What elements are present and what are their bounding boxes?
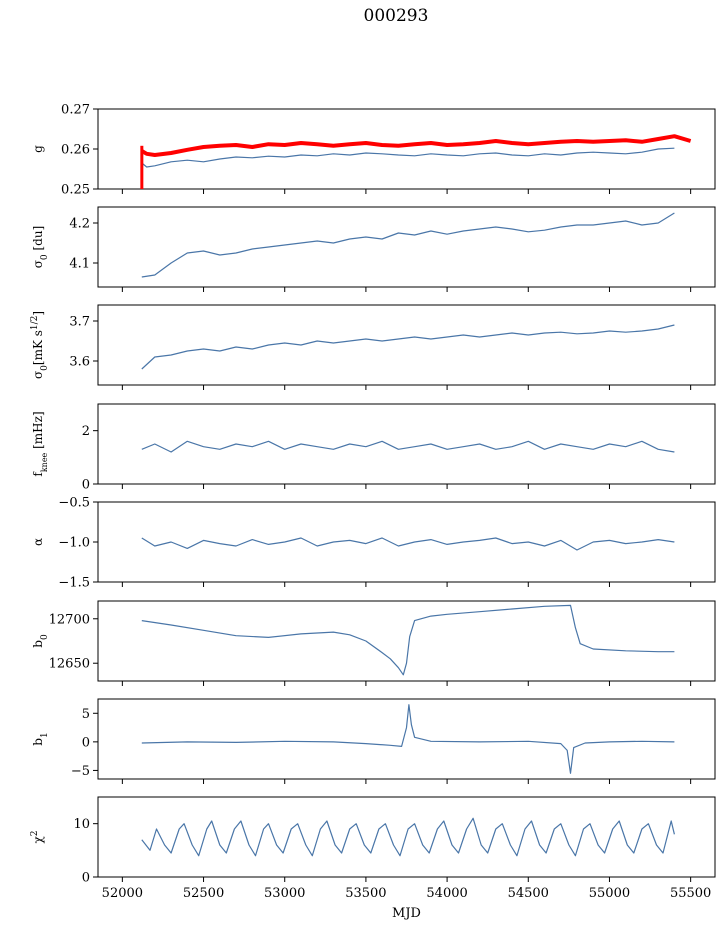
panel-7: −5 0 5 b1: [31, 698, 716, 784]
panel-2: 4.1 4.2 σ0 [du]: [31, 206, 716, 292]
panel-1: 0.25 0.26 0.27 g: [31, 103, 716, 198]
y-tick-label: 0.27: [61, 103, 90, 118]
y-tick-label: 12700: [49, 612, 90, 627]
y-tick-label: 0.25: [61, 183, 90, 198]
y-axis-label: σ0[mK s1/2]: [30, 311, 50, 379]
series-line: [141, 324, 675, 370]
y-tick-label: 4.1: [69, 257, 90, 272]
x-tick-label: 53500: [345, 886, 386, 901]
x-tick-label: 54500: [508, 886, 549, 901]
panel-5: −1.5 −1.0 −0.5 α: [31, 496, 716, 591]
y-tick-label: 2: [82, 424, 90, 439]
x-tick-label: 55000: [589, 886, 630, 901]
y-tick-label: 3.6: [69, 355, 90, 370]
y-tick-label: 12650: [49, 657, 90, 672]
x-tick-label: 54000: [426, 886, 467, 901]
series-line: [141, 817, 675, 857]
y-tick-label: 0.26: [61, 143, 90, 158]
axes-frame: [97, 501, 716, 583]
y-axis-label: fknee [mHz]: [31, 411, 49, 476]
x-tick-label: 55500: [670, 886, 711, 901]
y-tick-label: 10: [73, 817, 90, 832]
x-tick-label: 52500: [183, 886, 224, 901]
y-tick-label: −1.0: [58, 536, 90, 551]
panel-6: 12650 12700 b0: [31, 600, 716, 686]
series-line: [141, 212, 675, 278]
y-tick-label: 0: [82, 871, 90, 886]
axes-frame: [97, 796, 716, 878]
panel-4: 0 2 fknee [mHz]: [31, 403, 716, 493]
y-tick-label: 0: [82, 735, 90, 750]
x-tick-label: 52000: [102, 886, 143, 901]
y-tick-label: −0.5: [58, 496, 90, 511]
series-line: [141, 440, 675, 453]
axes-frame: [97, 600, 716, 682]
axes-frame: [97, 403, 716, 485]
y-tick-label: 5: [82, 707, 90, 722]
y-axis-label: α: [31, 538, 45, 546]
axes-frame: [97, 698, 716, 780]
series-line: [141, 704, 675, 774]
panel-3: 3.6 3.7 σ0[mK s1/2]: [30, 304, 716, 390]
y-axis-label: b0: [31, 634, 50, 648]
figure-title: 000293: [363, 6, 429, 26]
y-tick-label: −1.5: [58, 576, 90, 591]
y-tick-label: 0: [82, 478, 90, 493]
series-line: [141, 604, 675, 676]
y-axis-label: g: [31, 145, 45, 153]
y-axis-label: b1: [31, 732, 50, 745]
y-tick-label: 4.2: [69, 217, 90, 232]
series-line-reference: [140, 134, 692, 157]
y-axis-label: χ2: [30, 830, 45, 843]
panel-8: 0 10 χ2 52000 52500 53000 53500 54000 54500 55000…: [30, 796, 716, 921]
series-line: [141, 147, 675, 168]
series-line: [141, 537, 675, 551]
x-axis-label: MJD: [392, 906, 421, 921]
y-axis-label: σ0 [du]: [31, 226, 50, 269]
y-tick-label: 3.7: [69, 315, 90, 330]
x-tick-label: 53000: [264, 886, 305, 901]
y-tick-label: −5: [71, 764, 90, 779]
axes-frame: [97, 206, 716, 288]
axes-frame: [97, 304, 716, 386]
